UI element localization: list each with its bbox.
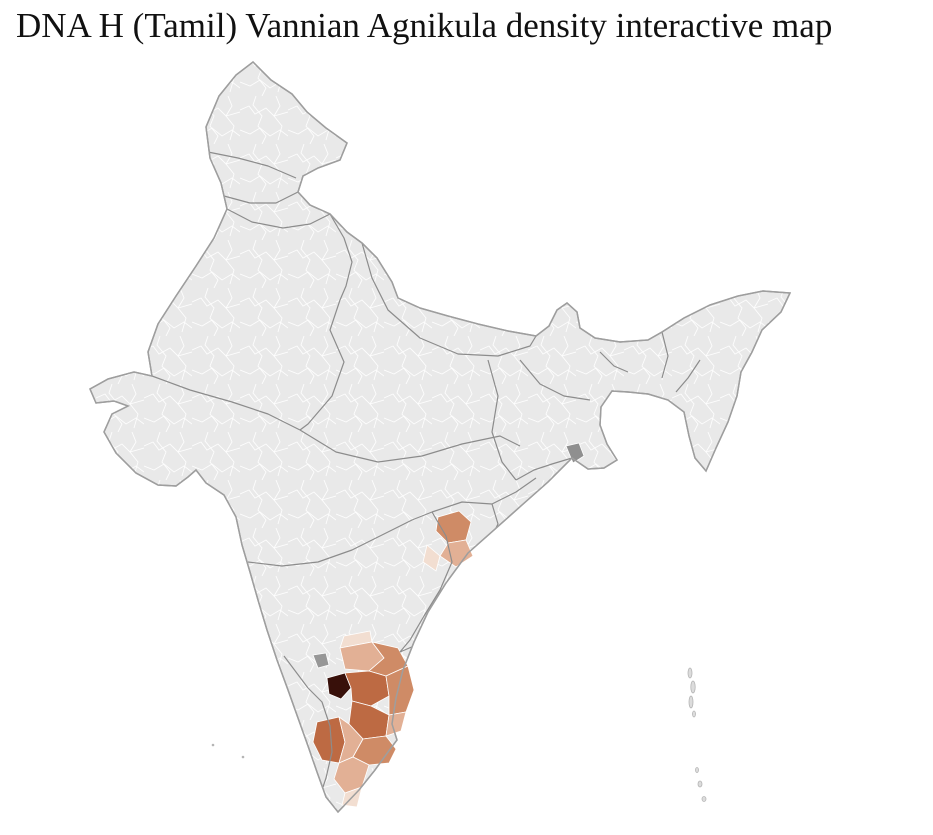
gray-districts[interactable] [312, 442, 585, 669]
page-title: DNA H (Tamil) Vannian Agnikula density i… [16, 6, 833, 45]
andaman-nicobar-islands[interactable] [687, 667, 707, 802]
lakshadweep-islands[interactable] [211, 743, 245, 759]
district[interactable] [565, 442, 585, 464]
district[interactable] [385, 711, 407, 737]
district-texture-layer [90, 62, 790, 812]
district[interactable] [344, 670, 390, 707]
country-outline [89, 61, 792, 814]
tamil-nadu-cluster[interactable] [312, 630, 415, 808]
district[interactable] [312, 652, 330, 669]
district[interactable] [326, 672, 352, 700]
district[interactable] [422, 544, 441, 572]
state-boundaries [151, 151, 701, 797]
